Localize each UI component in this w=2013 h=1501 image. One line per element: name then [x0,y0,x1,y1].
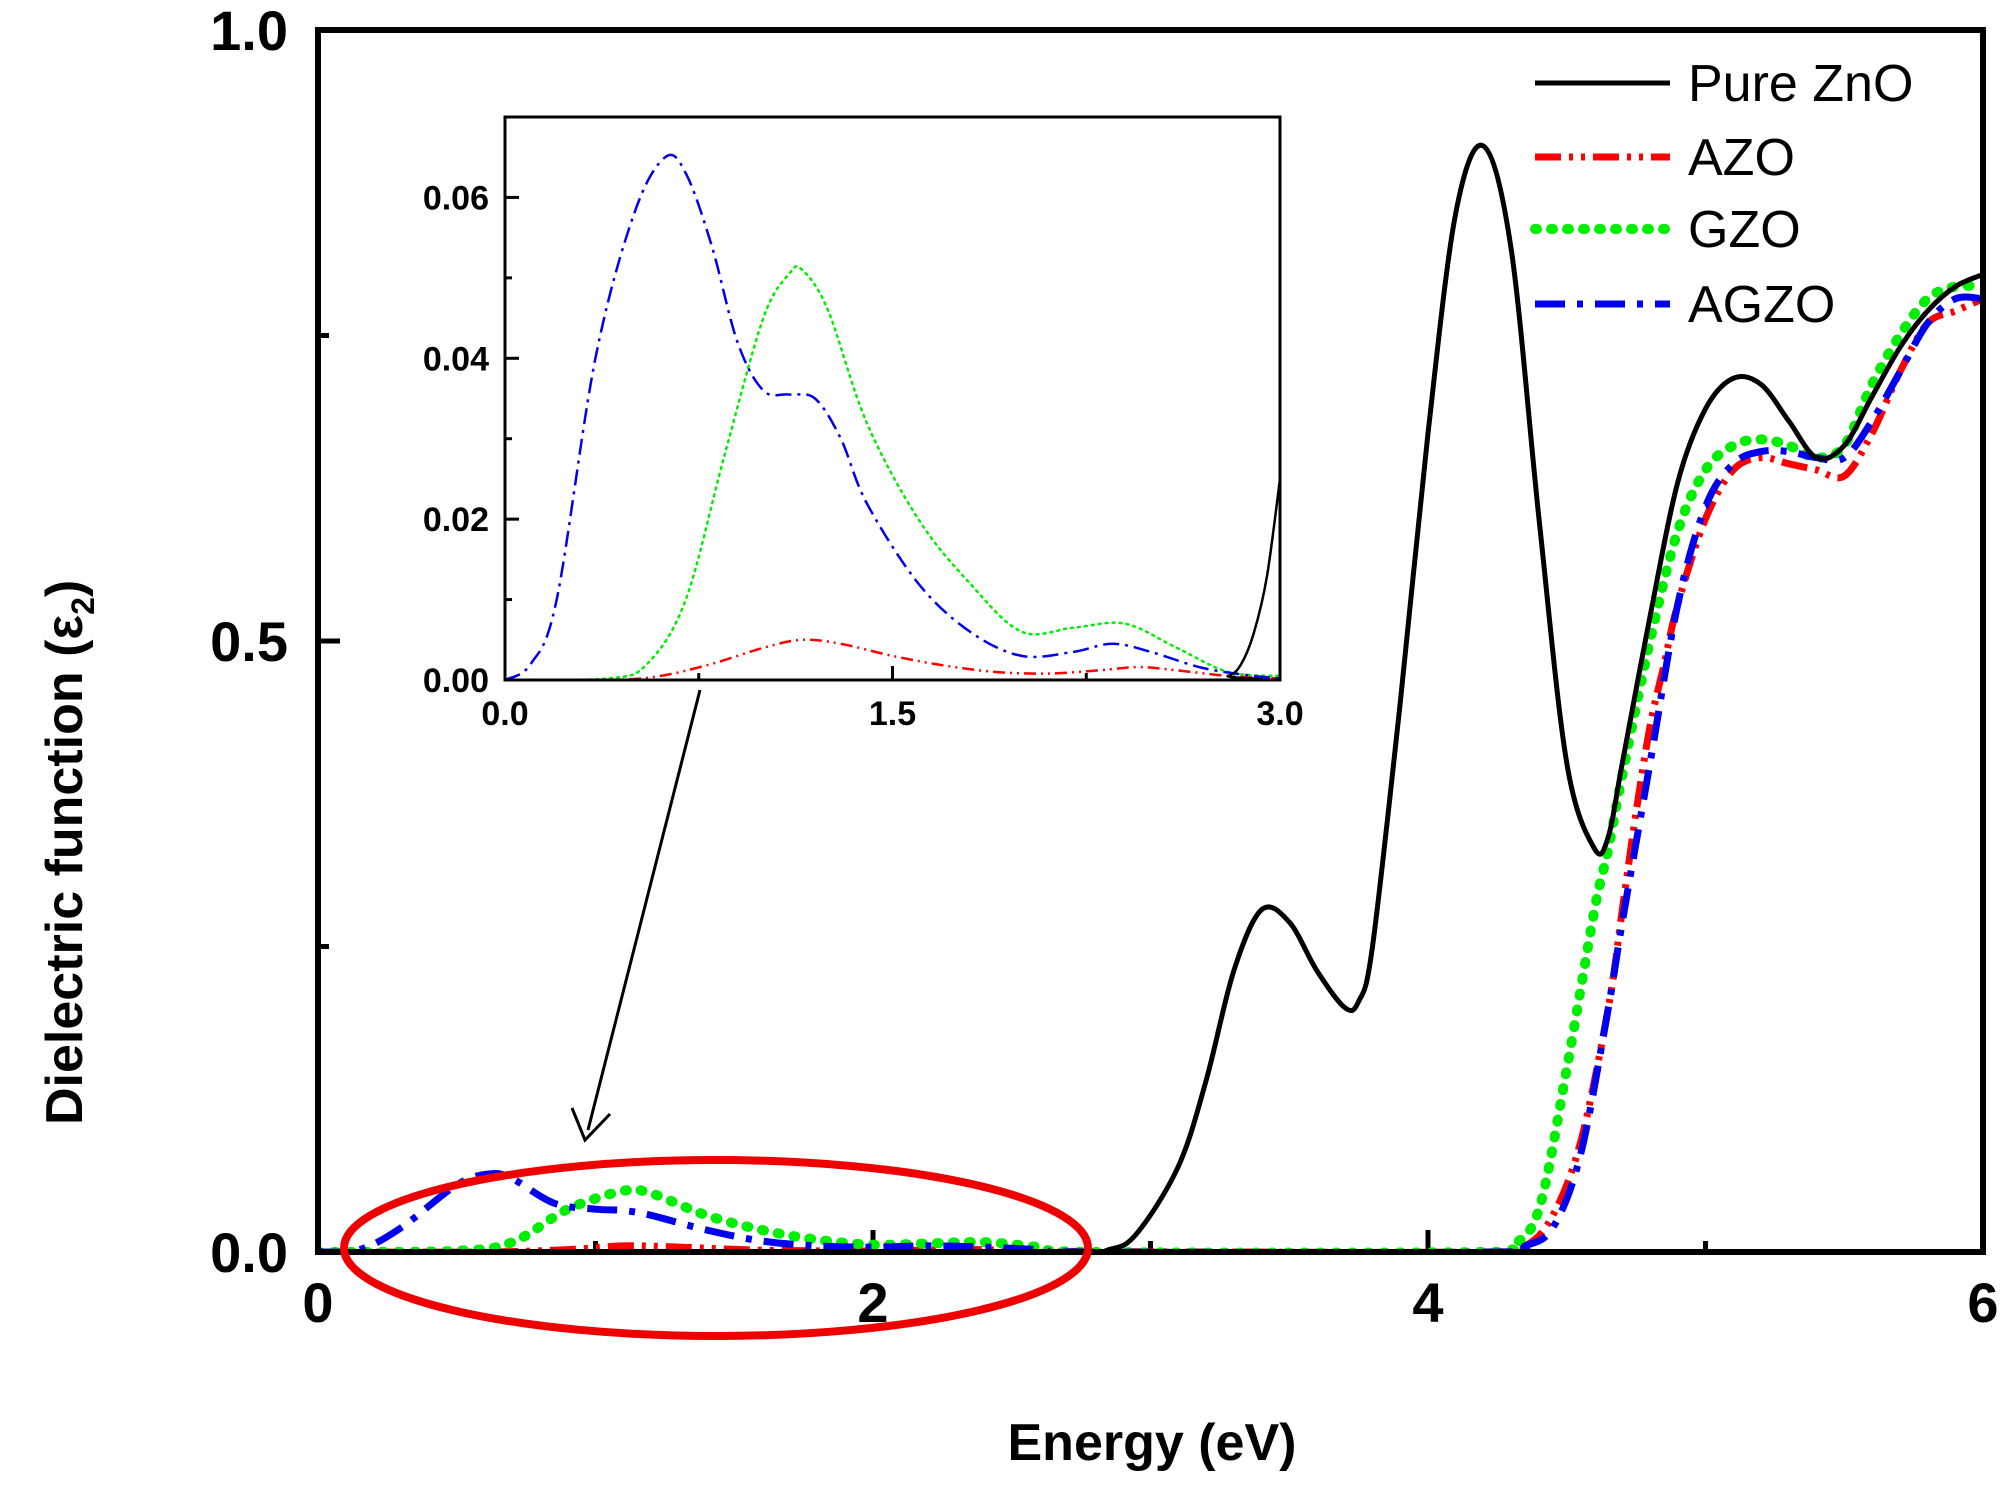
legend-label-azo: AZO [1688,129,1795,187]
inset-x-tick-label: 1.5 [869,695,916,733]
main-series-gzo [318,280,1983,1252]
zoom-arrow-line [586,689,702,1131]
y-axis-label-main: Dielectric function (ε [36,615,94,1125]
x-axis-label: Energy (eV) [1008,1414,1297,1472]
main-x-tick-label: 0 [302,1271,333,1334]
inset-y-tick-label: 0.00 [423,662,489,700]
inset-y-tick-label: 0.06 [423,179,489,217]
main-frame-border [315,27,1986,1255]
zoom-arrow-head [570,1107,612,1143]
inset-series-pure-zno [505,478,1280,680]
legend-label-agzo: AGZO [1688,276,1835,334]
annotations [340,689,1092,1340]
inset-x-tick-label: 0.0 [481,695,528,733]
inset-series-azo [505,638,1280,680]
legend: Pure ZnO AZO GZO AGZO [1530,55,1913,334]
y-axis-label: Dielectric function (ε2) [36,580,101,1125]
y-axis-label-subscript: 2 [65,597,101,615]
highlight-ellipse [340,1156,1092,1340]
inset-x-tick-label: 3.0 [1256,695,1303,733]
main-x-tick-label: 6 [1967,1271,1998,1334]
inset-frame [503,115,1282,682]
main-y-tick-label: 1.0 [210,0,288,62]
inset-series-agzo [505,153,1280,680]
inset-frame-border [503,115,1282,682]
main-series-pure-zno [318,142,1983,1252]
legend-label-pure-zno: Pure ZnO [1688,55,1913,113]
y-axis-label-close: ) [36,580,94,597]
inset-y-tick-label: 0.04 [423,340,489,378]
main-y-tick-label: 0.5 [210,610,288,673]
main-x-tick-label: 4 [1412,1271,1443,1334]
inset-series-gzo [505,265,1280,680]
main-y-tick-label: 0.0 [210,1221,288,1284]
main-series-azo [318,295,1983,1252]
inset-y-tick-label: 0.02 [423,501,489,539]
legend-label-gzo: GZO [1688,201,1801,259]
inset-plot: 0.0 1.5 3.0 0.00 0.02 0.04 0.06 [423,115,1304,733]
